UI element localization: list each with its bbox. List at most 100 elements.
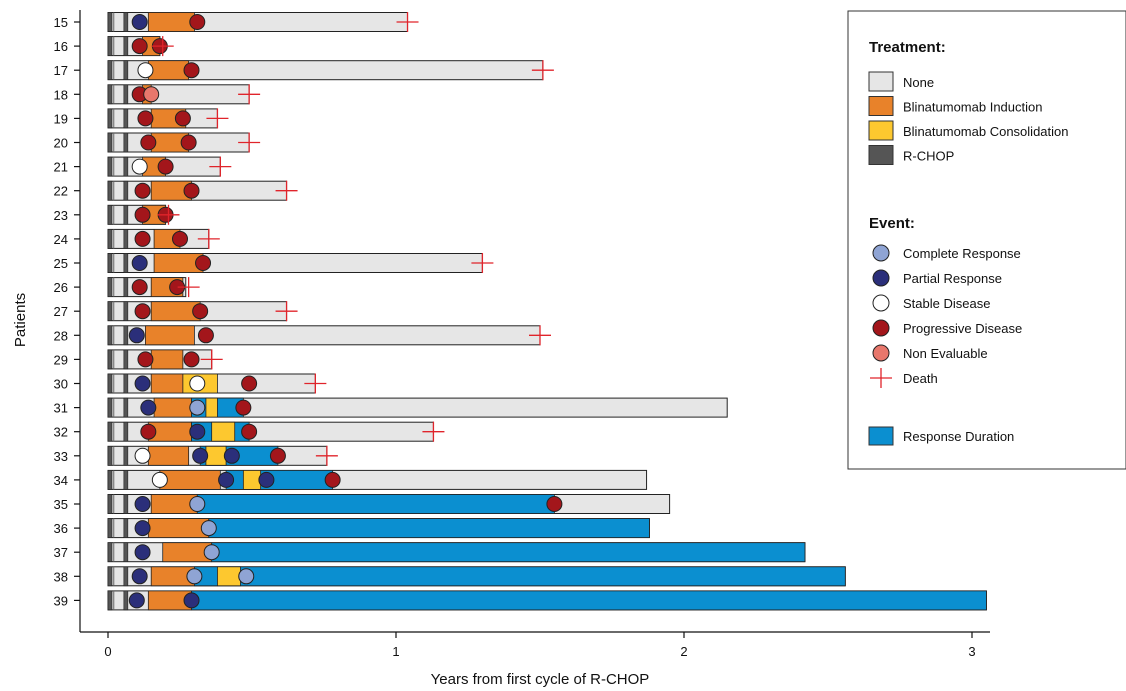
bar-rchop: [107, 277, 113, 297]
bar-response-duration: [225, 469, 334, 490]
event-partial-response: [134, 496, 151, 512]
legend-label-progressive-disease: Progressive Disease: [903, 321, 1022, 336]
patient-row-20: [107, 132, 261, 153]
patient-label: 31: [54, 401, 68, 416]
event-partial-response: [131, 255, 148, 271]
legend-event-items: Complete Response Partial Response Stable …: [870, 244, 1022, 388]
patient-label: 29: [54, 352, 68, 367]
bar-response-duration: [191, 590, 987, 611]
event-partial-response: [134, 520, 151, 537]
patient-label: 27: [54, 304, 68, 319]
event-partial-response: [134, 544, 151, 561]
bar-induction: [147, 60, 190, 81]
bar-rchop: [123, 277, 129, 297]
patient-row-34: [107, 469, 648, 490]
x-tick-label: 2: [680, 644, 687, 659]
bar-rchop: [107, 156, 113, 177]
bar-rchop: [107, 325, 113, 346]
bar-induction: [145, 325, 195, 346]
patient-row-19: [107, 108, 229, 129]
patient-label: 30: [54, 377, 68, 392]
event-partial-response: [128, 592, 145, 609]
legend-frame: [847, 10, 1126, 470]
patient-label: 28: [54, 328, 68, 343]
bar-rchop: [107, 180, 113, 201]
bar-rchop: [123, 12, 129, 32]
patient-label: 38: [54, 569, 68, 584]
bar-induction: [159, 469, 221, 490]
legend-label-consolidation: Blinatumomab Consolidation: [903, 124, 1068, 139]
bar-rchop: [107, 566, 113, 587]
event-partial-response: [131, 568, 148, 585]
event-progressive-disease: [172, 230, 188, 247]
bar-induction: [147, 445, 190, 466]
event-partial-response: [218, 471, 235, 488]
patient-label: 22: [54, 184, 68, 199]
bar-rchop: [123, 156, 129, 177]
patient-row-17: [107, 60, 554, 81]
bar-rchop: [123, 205, 129, 225]
patient-row-30: [107, 373, 327, 394]
patient-label: 19: [54, 111, 68, 126]
bar-rchop: [123, 253, 129, 273]
bar-rchop: [123, 132, 129, 153]
event-progressive-disease: [235, 399, 252, 416]
bar-rchop: [123, 445, 129, 466]
bar-rchop: [107, 84, 113, 105]
event-partial-response: [140, 399, 157, 416]
legend-label-rchop: R-CHOP: [903, 149, 954, 164]
bar-consolidation: [205, 397, 218, 418]
legend-label-complete-response: Complete Response: [903, 246, 1021, 261]
event-progressive-disease: [197, 327, 214, 344]
legend-label-partial-response: Partial Response: [903, 271, 1002, 286]
patient-label: 39: [54, 593, 68, 608]
patient-label: 25: [54, 256, 68, 271]
event-progressive-disease: [180, 134, 197, 151]
patient-row-33: [107, 445, 338, 466]
patient-label: 16: [54, 39, 68, 54]
event-complete-response: [200, 520, 217, 537]
bar-none: [107, 84, 250, 105]
event-partial-response: [258, 471, 275, 488]
patient-label: 20: [54, 136, 68, 151]
event-progressive-disease: [134, 182, 151, 199]
bar-rchop: [107, 229, 113, 249]
patient-label: 23: [54, 208, 68, 223]
bar-rchop: [107, 205, 113, 225]
event-stable-disease: [137, 62, 154, 79]
patient-row-35: [107, 494, 671, 514]
x-tick-label: 3: [968, 644, 975, 659]
bar-rchop: [123, 494, 129, 514]
event-partial-response: [128, 327, 145, 344]
event-complete-response: [186, 568, 203, 585]
legend-label-death: Death: [903, 371, 938, 386]
patient-label: 34: [54, 473, 68, 488]
event-partial-response: [134, 375, 151, 392]
patient-row-36: [107, 518, 650, 539]
legend-marker-non-evaluable: [872, 344, 890, 362]
patient-row-16: [107, 36, 174, 57]
bar-rchop: [107, 60, 113, 81]
bar-rchop: [123, 566, 129, 587]
event-progressive-disease: [324, 471, 341, 488]
x-tick-label: 1: [392, 644, 399, 659]
bar-rchop: [107, 445, 113, 466]
event-progressive-disease: [183, 182, 200, 199]
patient-row-23: [107, 204, 180, 225]
patient-label: 35: [54, 497, 68, 512]
event-progressive-disease: [241, 375, 258, 392]
patient-row-32: [107, 421, 445, 442]
event-progressive-disease: [183, 351, 200, 368]
bar-consolidation: [205, 445, 227, 466]
event-stable-disease: [151, 471, 168, 488]
event-partial-response: [131, 14, 148, 30]
event-progressive-disease: [140, 134, 157, 151]
legend-marker-partial-response: [872, 269, 890, 287]
patient-row-22: [107, 180, 298, 201]
patient-label: 15: [54, 15, 68, 30]
event-progressive-disease: [134, 206, 151, 223]
bar-rchop: [107, 36, 113, 56]
patient-row-38: [107, 566, 846, 587]
patient-row-26: [107, 277, 200, 298]
legend-label-non-evaluable: Non Evaluable: [903, 346, 988, 361]
